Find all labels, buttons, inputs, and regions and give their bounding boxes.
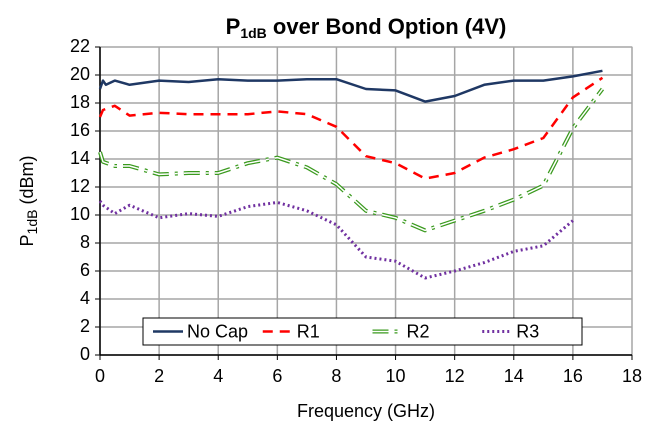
y-tick-label: 20 [70,64,90,84]
title-sub: 1dB [240,25,266,41]
x-tick-label: 10 [386,366,406,386]
y-label-part: P [17,234,37,246]
title-part: P [226,14,241,39]
legend-label: R1 [297,321,320,341]
y-tick-label: 2 [80,316,90,336]
y-label-part: (dBm) [17,156,37,210]
x-tick-label: 18 [622,366,642,386]
y-tick-label: 10 [70,204,90,224]
x-tick-label: 8 [331,366,341,386]
series-line [98,200,574,280]
y-tick-label: 18 [70,92,90,112]
x-tick-label: 2 [154,366,164,386]
y-tick-label: 8 [80,232,90,252]
title-part: over Bond Option (4V) [267,14,507,39]
y-tick-label: 16 [70,120,90,140]
legend-label: R2 [407,321,430,341]
y-tick-label: 14 [70,148,90,168]
x-tick-label: 12 [445,366,465,386]
legend-label: No Cap [187,321,248,341]
series-line-inner [99,88,604,232]
legend-label: R3 [516,321,539,341]
series-line [98,69,603,103]
x-tick-label: 6 [272,366,282,386]
y-tick-label: 12 [70,176,90,196]
chart-title: P1dB over Bond Option (4V) [226,14,507,41]
x-tick-label: 4 [213,366,223,386]
x-tick-label: 0 [95,366,105,386]
series-line [98,76,604,180]
plot-area [99,46,633,356]
x-tick-label: 14 [504,366,524,386]
x-axis-label: Frequency (GHz) [297,401,435,421]
y-axis-label: P1dB (dBm) [17,156,40,247]
y-tick-label: 4 [80,288,90,308]
y-tick-label: 22 [70,36,90,56]
y-tick-label: 0 [80,344,90,364]
y-label-sub: 1dB [24,210,40,235]
y-tick-label: 6 [80,260,90,280]
x-tick-label: 16 [563,366,583,386]
